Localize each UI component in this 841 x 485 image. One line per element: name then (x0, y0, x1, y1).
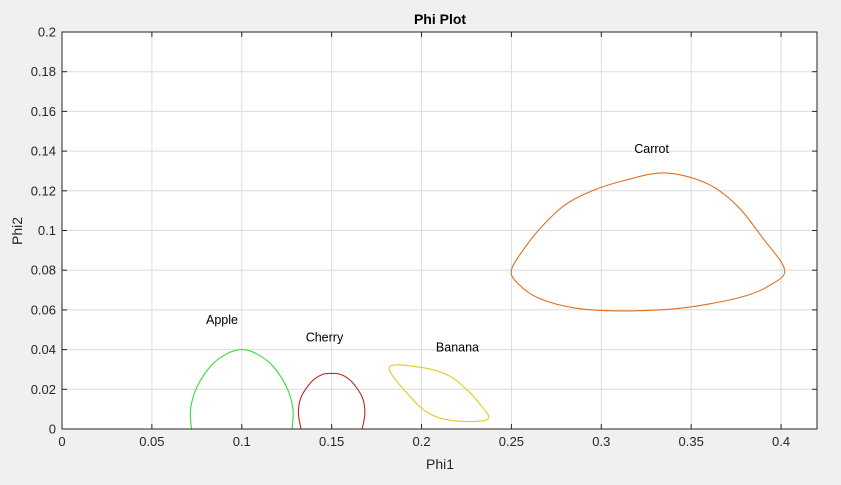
x-tick-label: 0.3 (592, 434, 610, 449)
chart-title: Phi Plot (414, 11, 466, 27)
cherry-label: Cherry (306, 331, 344, 345)
x-tick-label: 0.1 (233, 434, 251, 449)
x-tick-label: 0.05 (139, 434, 164, 449)
y-tick-label: 0.06 (31, 302, 56, 317)
y-tick-label: 0.16 (31, 104, 56, 119)
tick-marks: 0 0.05 0.1 0.15 0.2 0.25 0.3 0.35 0.4 0 0.02 0.04 0.… (31, 25, 817, 449)
y-tick-label: 0.08 (31, 263, 56, 278)
x-tick-label: 0 (58, 434, 65, 449)
y-tick-label: 0.02 (31, 382, 56, 397)
x-tick-label: 0.4 (772, 434, 790, 449)
x-tick-label: 0.2 (412, 434, 430, 449)
x-axis-label: Phi1 (426, 456, 454, 472)
banana-label: Banana (436, 341, 479, 355)
annotation-layer: Apple Cherry Banana Carrot (206, 142, 670, 354)
y-tick-label: 0.12 (31, 183, 56, 198)
carrot-label: Carrot (634, 142, 669, 156)
x-tick-label: 0.15 (319, 434, 344, 449)
y-tick-label: 0.18 (31, 64, 56, 79)
carrot-curve (510, 172, 786, 312)
x-tick-label: 0.25 (499, 434, 524, 449)
y-axis-label: Phi2 (9, 217, 25, 245)
y-tick-label: 0 (49, 422, 56, 437)
y-tick-label: 0.2 (38, 25, 56, 40)
y-tick-label: 0.04 (31, 342, 56, 357)
banana-curve (388, 364, 490, 423)
y-tick-label: 0.14 (31, 144, 56, 159)
series-layer (189, 172, 786, 430)
cherry-curve (297, 372, 366, 430)
x-tick-label: 0.35 (679, 434, 704, 449)
apple-label: Apple (206, 313, 238, 327)
apple-curve (189, 349, 294, 430)
y-tick-label: 0.1 (38, 223, 56, 238)
